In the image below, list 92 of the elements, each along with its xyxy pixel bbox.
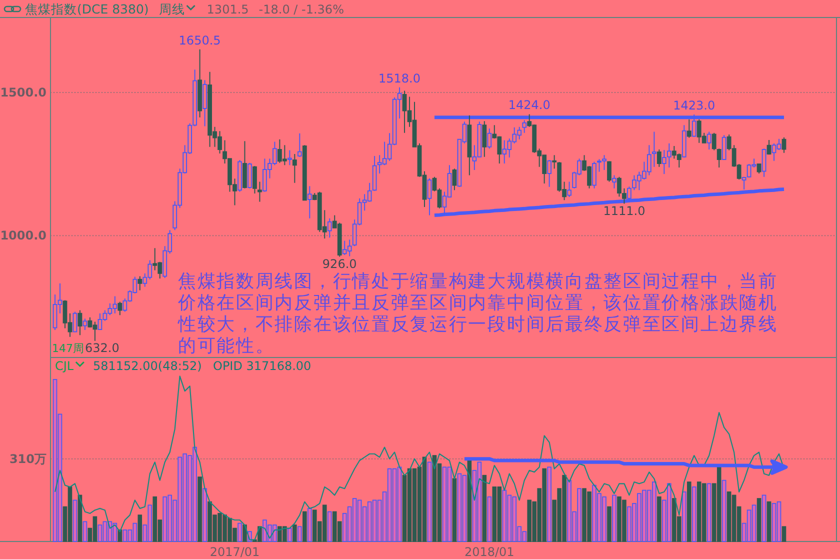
candlestick [782, 136, 786, 154]
bar [198, 476, 202, 542]
y-tick-label: 1500.0 [0, 85, 46, 100]
bar [762, 494, 766, 542]
bar [452, 478, 457, 542]
candlestick [762, 148, 766, 178]
candlestick [452, 168, 457, 191]
bar [308, 508, 312, 542]
bar [82, 521, 88, 542]
candlestick [547, 160, 552, 188]
candlestick [716, 148, 722, 168]
bar [607, 506, 612, 542]
bar [327, 511, 332, 542]
bar [202, 488, 207, 542]
candlestick [307, 186, 312, 219]
candlestick [82, 318, 88, 331]
candlestick [287, 150, 292, 166]
bar [756, 498, 762, 542]
bar [682, 491, 686, 542]
annotation: 1518.0 [378, 71, 421, 86]
bar [782, 526, 786, 542]
bar [547, 466, 552, 542]
candlestick [686, 118, 692, 138]
candlestick [198, 48, 202, 118]
candlestick [138, 276, 142, 291]
candlestick [682, 124, 686, 158]
candlestick [242, 140, 247, 189]
candlestick [78, 310, 82, 336]
bar [292, 524, 297, 542]
annotation: 147周 [52, 342, 84, 355]
text: 1301.5 [206, 2, 249, 16]
annotation: 926.0 [322, 256, 357, 271]
bar [686, 482, 692, 542]
candlestick [297, 132, 302, 158]
candlestick [706, 131, 712, 150]
candlestick [487, 128, 492, 150]
candlestick [652, 131, 656, 168]
candlestick [756, 162, 762, 174]
annotation: 1650.5 [178, 33, 221, 48]
x-tick-label: 2018/01 [464, 545, 514, 559]
candlestick [72, 311, 78, 332]
annotation: 焦煤指数周线图，行情处于缩量构建大规模横向盘整区间过程中，当前价格在区间内反弹并且反弹至区间内靠中间位置，该位置价格涨跌随机性较大，不排除在该位置反复运行一段时间后最终反弹至区间上边界线的可能性。 [177, 271, 778, 356]
text: -18.0 / -1.36% [258, 2, 344, 16]
x-tick-label: 2017/01 [210, 545, 260, 559]
bar [766, 501, 772, 542]
bar [288, 528, 292, 542]
bar [487, 496, 492, 542]
candlestick [248, 162, 252, 189]
bar [657, 496, 662, 542]
bar [482, 474, 487, 542]
candlestick [552, 154, 557, 170]
candlestick [258, 181, 262, 202]
candlestick [292, 154, 297, 184]
annotation: 632.0 [85, 341, 120, 355]
candlestick [592, 161, 596, 189]
text: 581152.00(48:52) [93, 359, 202, 373]
candlestick [712, 132, 716, 151]
candlestick [372, 156, 377, 192]
text: 周线 [158, 2, 185, 16]
bar [302, 511, 307, 542]
text: OPID 317168.00 [213, 359, 312, 373]
y-tick-label: 1000.0 [0, 228, 46, 243]
bar [298, 526, 302, 542]
candlestick [607, 160, 612, 182]
candlestick [467, 114, 472, 176]
candlestick [612, 174, 616, 189]
candlestick [252, 166, 257, 194]
bar [72, 500, 78, 542]
candlestick [482, 120, 487, 158]
candlestick [327, 218, 332, 238]
candlestick [567, 181, 572, 198]
bar [612, 494, 616, 542]
bar [427, 462, 432, 542]
candlestick [202, 80, 207, 127]
chart-title: 焦煤指数(DCE 8380) [25, 2, 149, 16]
annotation: 1111.0 [603, 204, 646, 218]
candlestick [722, 134, 726, 161]
bar [692, 486, 696, 542]
ref-line-label: 310万 [9, 452, 46, 466]
bar [238, 522, 242, 542]
candlestick [238, 160, 242, 192]
bar [722, 480, 726, 542]
candlestick [427, 178, 432, 216]
candlestick [656, 148, 662, 168]
bar [138, 514, 142, 542]
annotation: 1424.0 [508, 98, 550, 112]
candlestick [118, 301, 122, 316]
candlestick [302, 144, 307, 202]
bar [706, 483, 712, 542]
chart-title: CJL [55, 359, 74, 373]
candlestick [766, 139, 772, 156]
annotation: 1423.0 [673, 98, 716, 113]
